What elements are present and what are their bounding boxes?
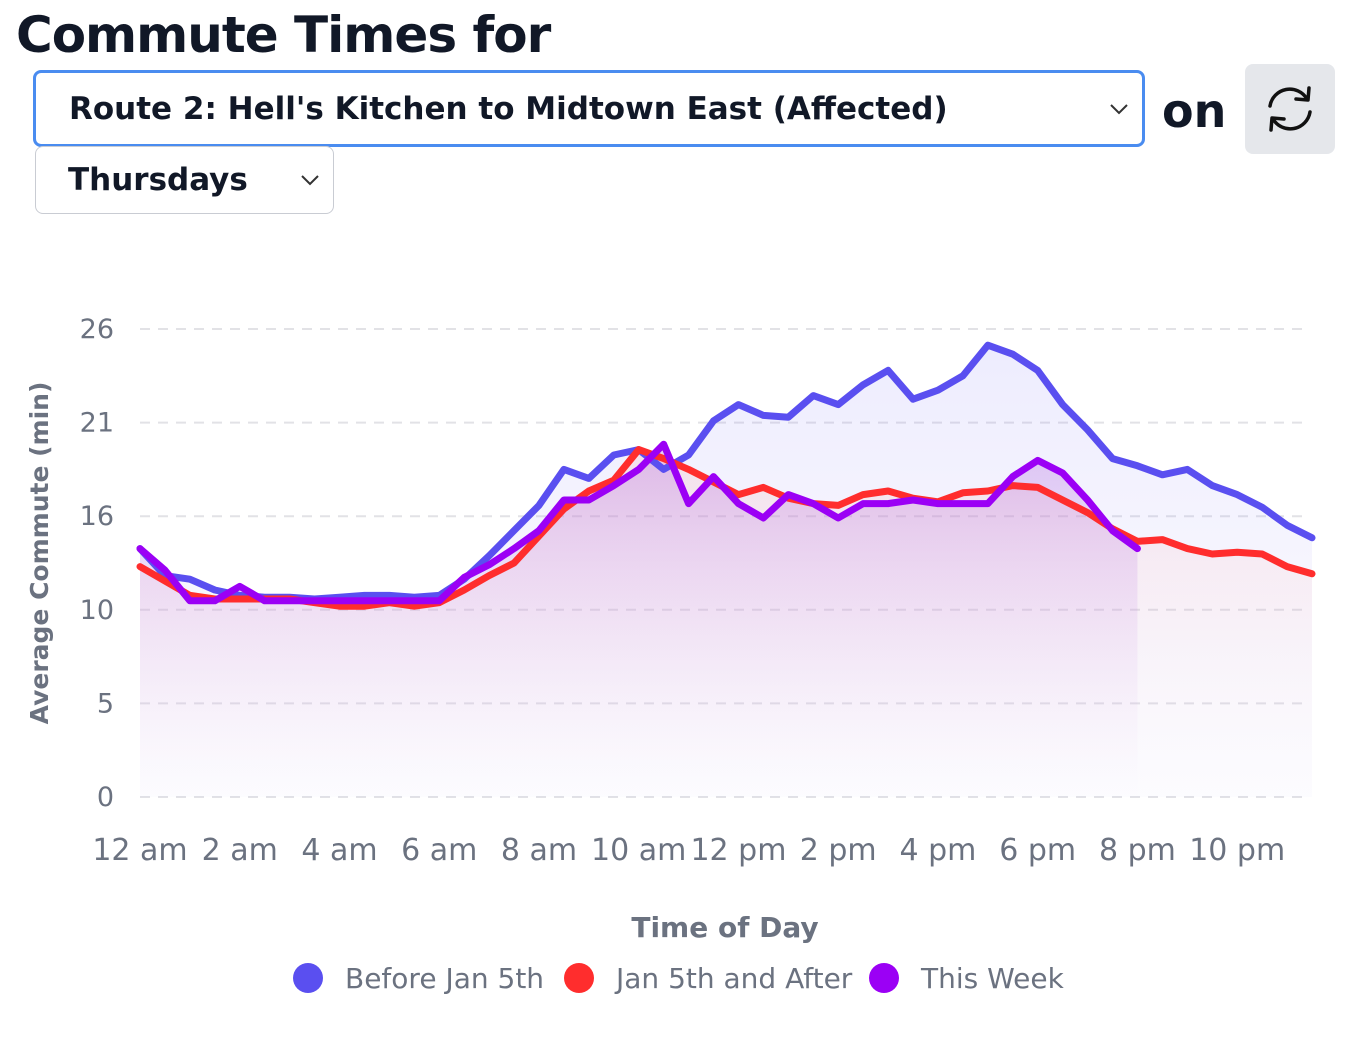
y-tick-label: 0 xyxy=(97,782,114,813)
y-tick-label: 5 xyxy=(97,688,114,719)
legend-label: Jan 5th and After xyxy=(614,962,853,995)
series-line xyxy=(136,440,1141,605)
route-select-text: Route 2: Hell's Kitchen to Midtown East … xyxy=(69,90,948,127)
connector-text: on xyxy=(1162,84,1227,138)
legend-marker xyxy=(293,963,323,993)
y-tick-label: 21 xyxy=(80,408,114,439)
refresh-icon xyxy=(1268,86,1312,132)
chevron xyxy=(1110,103,1128,114)
page-title: Commute Times for xyxy=(16,6,551,64)
refresh-button[interactable] xyxy=(1245,64,1335,154)
x-tick-label: 12 am xyxy=(92,833,187,868)
x-tick-label: 2 am xyxy=(202,833,278,868)
x-tick-label: 4 am xyxy=(301,833,377,868)
day-select-text: Thursdays xyxy=(68,162,248,198)
legend-marker xyxy=(869,963,899,993)
x-tick-label: 10 am xyxy=(591,833,686,868)
legend-label: This Week xyxy=(920,962,1065,995)
y-axis-title: Average Commute (min) xyxy=(25,382,54,725)
y-tick-label: 10 xyxy=(80,595,114,626)
x-tick-label: 10 pm xyxy=(1189,833,1285,868)
y-tick-label: 26 xyxy=(80,314,114,345)
day-select[interactable]: Thursdays xyxy=(35,146,334,214)
route-select[interactable]: Route 2: Hell's Kitchen to Midtown East … xyxy=(33,70,1145,147)
x-tick-label: 6 pm xyxy=(999,833,1076,868)
y-tick-label: 16 xyxy=(80,501,114,532)
x-tick-label: 4 pm xyxy=(900,833,977,868)
x-axis-title: Time of Day xyxy=(631,911,818,944)
area xyxy=(140,444,1138,797)
legend-marker xyxy=(564,963,594,993)
x-tick-label: 6 am xyxy=(401,833,477,868)
x-tick-label: 12 pm xyxy=(690,833,786,868)
x-tick-label: 8 pm xyxy=(1099,833,1176,868)
chevron xyxy=(301,175,319,186)
x-tick-label: 8 am xyxy=(501,833,577,868)
x-tick-label: 2 pm xyxy=(800,833,877,868)
legend-label: Before Jan 5th xyxy=(345,962,544,995)
